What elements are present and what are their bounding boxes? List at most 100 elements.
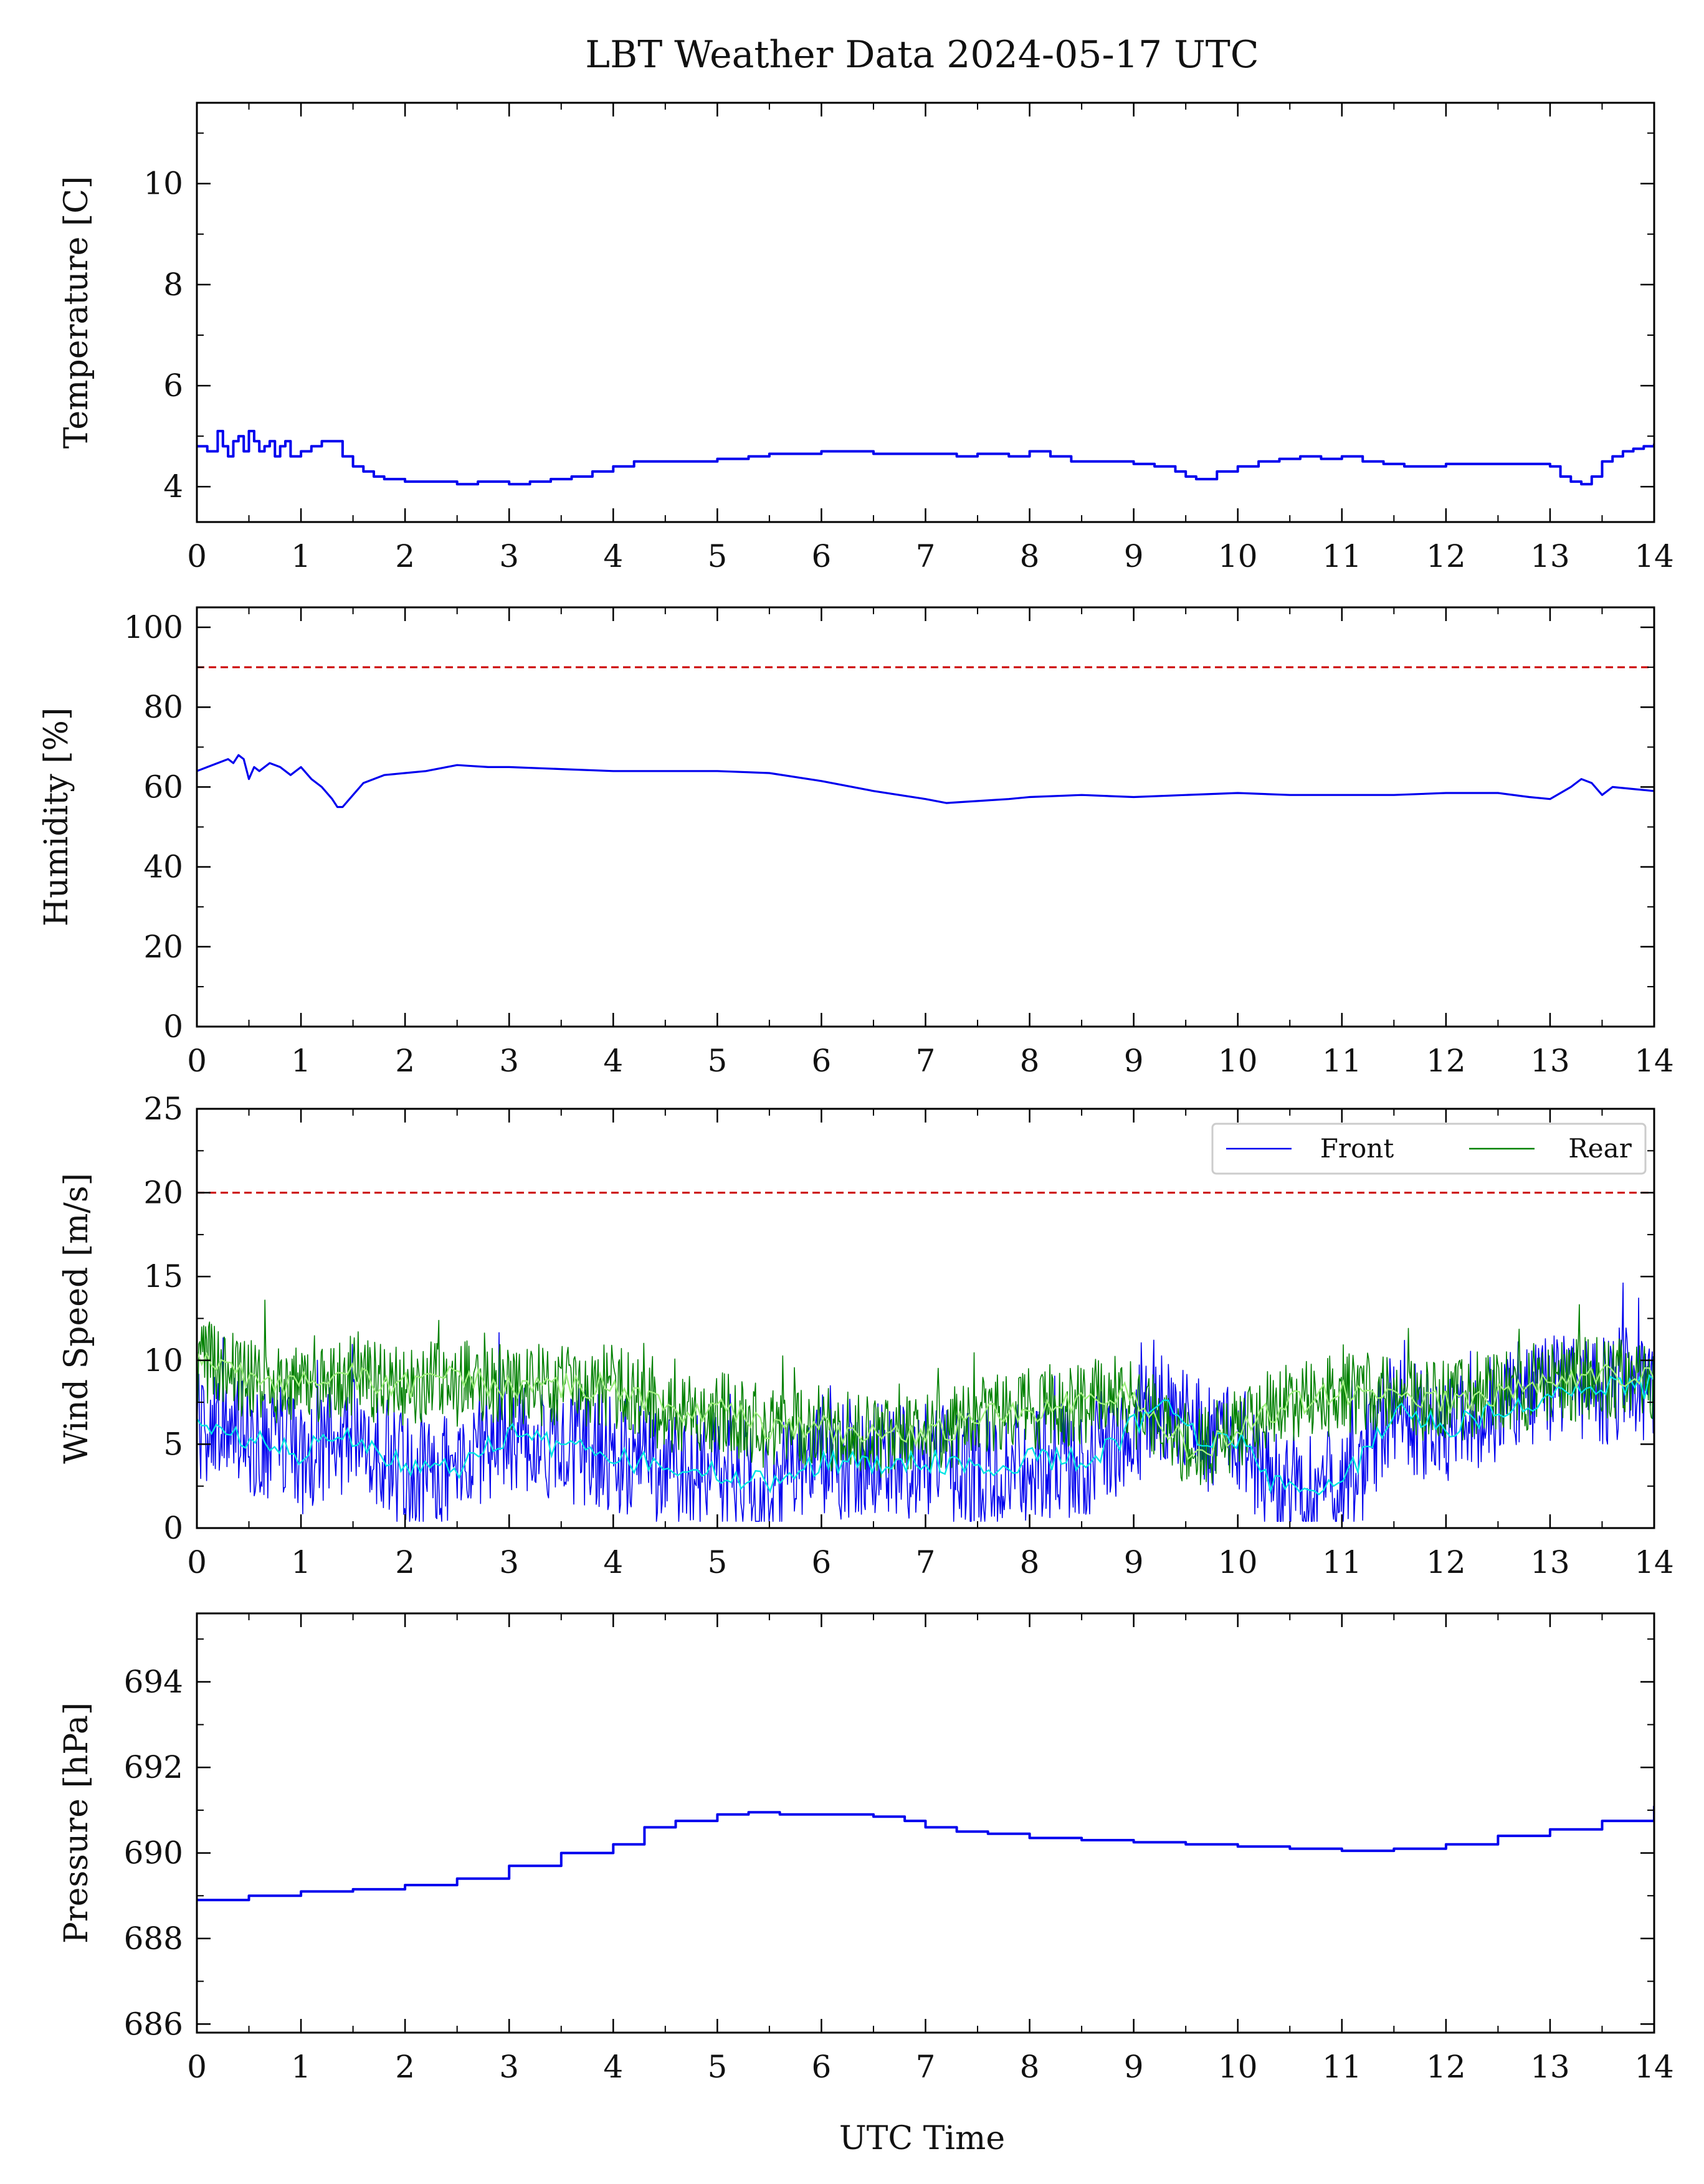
- figure-title: LBT Weather Data 2024-05-17 UTC: [585, 33, 1259, 77]
- x-tick-label: 3: [499, 1043, 519, 1079]
- plot-area: [197, 1192, 1654, 1522]
- x-tick-label: 4: [603, 2049, 623, 2085]
- x-tick-label: 12: [1426, 1544, 1466, 1580]
- x-tick-label: 10: [1218, 1544, 1258, 1580]
- x-axis-label: UTC Time: [839, 2120, 1005, 2157]
- legend-label-rear: Rear: [1568, 1133, 1632, 1164]
- y-tick-label: 10: [143, 1342, 183, 1379]
- y-axis-label: Temperature [C]: [58, 176, 95, 449]
- y-tick-label: 690: [124, 1835, 183, 1871]
- x-tick-label: 6: [812, 1544, 832, 1580]
- x-tick-label: 2: [395, 1043, 415, 1079]
- x-tick-label: 9: [1124, 1043, 1144, 1079]
- x-tick-label: 8: [1020, 1544, 1040, 1580]
- x-tick-label: 10: [1218, 2049, 1258, 2085]
- x-tick-label: 7: [916, 2049, 936, 2085]
- plot-area: [197, 666, 1654, 809]
- x-tick-label: 13: [1530, 538, 1570, 574]
- x-tick-label: 6: [812, 538, 832, 574]
- y-tick-label: 5: [163, 1426, 183, 1462]
- x-tick-label: 6: [812, 2049, 832, 2085]
- x-tick-label: 11: [1322, 1544, 1362, 1580]
- x-tick-label: 5: [707, 2049, 727, 2085]
- legend: Front Rear: [1211, 1123, 1647, 1175]
- x-tick-label: 12: [1426, 1043, 1466, 1079]
- x-tick-label: 12: [1426, 538, 1466, 574]
- x-tick-label: 12: [1426, 2049, 1466, 2085]
- y-tick-label: 0: [163, 1510, 183, 1546]
- x-tick-label: 8: [1020, 2049, 1040, 2085]
- x-tick-label: 3: [499, 1544, 519, 1580]
- y-tick-label: 6: [163, 368, 183, 404]
- rolling-mean-line: [197, 1374, 1654, 1496]
- x-tick-label: 1: [291, 538, 311, 574]
- x-tick-label: 11: [1322, 2049, 1362, 2085]
- x-tick-label: 14: [1634, 2049, 1674, 2085]
- x-tick-label: 5: [707, 1544, 727, 1580]
- x-tick-label: 0: [187, 538, 207, 574]
- x-tick-label: 2: [395, 2049, 415, 2085]
- plot-area: [197, 1806, 1654, 1902]
- y-tick-label: 15: [143, 1258, 183, 1294]
- y-tick-label: 60: [143, 769, 183, 805]
- y-tick-label: 100: [124, 609, 183, 645]
- x-tick-label: 4: [603, 1544, 623, 1580]
- x-tick-label: 14: [1634, 538, 1674, 574]
- series-line: [197, 430, 1654, 486]
- series-line: [197, 1806, 1654, 1902]
- x-tick-label: 13: [1530, 1544, 1570, 1580]
- rolling-mean-line: [197, 1351, 1654, 1461]
- x-tick-label: 4: [603, 1043, 623, 1079]
- series-line-front: [197, 1282, 1654, 1522]
- y-tick-label: 40: [143, 849, 183, 885]
- x-tick-label: 1: [291, 1043, 311, 1079]
- x-tick-label: 13: [1530, 1043, 1570, 1079]
- x-tick-label: 9: [1124, 1544, 1144, 1580]
- y-tick-label: 10: [143, 166, 183, 202]
- x-tick-label: 10: [1218, 538, 1258, 574]
- x-tick-label: 13: [1530, 2049, 1570, 2085]
- x-tick-label: 11: [1322, 538, 1362, 574]
- x-tick-label: 0: [187, 1043, 207, 1079]
- x-tick-label: 7: [916, 538, 936, 574]
- x-tick-label: 5: [707, 538, 727, 574]
- pressure-panel: 0 1 2 3 4 5 6 7 8 9 10 11 12 13 14686688690692694Press…: [58, 1612, 1674, 2085]
- x-tick-label: 7: [916, 1043, 936, 1079]
- x-tick-label: 1: [291, 2049, 311, 2085]
- x-tick-label: 5: [707, 1043, 727, 1079]
- x-tick-label: 0: [187, 2049, 207, 2085]
- y-tick-label: 0: [163, 1009, 183, 1045]
- y-axis-label: Humidity [%]: [38, 708, 75, 926]
- y-tick-label: 8: [163, 267, 183, 303]
- series-line: [197, 754, 1654, 809]
- y-tick-label: 688: [124, 1920, 183, 1957]
- y-axis-label: Pressure [hPa]: [58, 1702, 95, 1944]
- x-tick-label: 6: [812, 1043, 832, 1079]
- x-tick-label: 0: [187, 1544, 207, 1580]
- x-tick-label: 7: [916, 1544, 936, 1580]
- x-tick-label: 14: [1634, 1544, 1674, 1580]
- x-tick-label: 2: [395, 1544, 415, 1580]
- x-tick-label: 14: [1634, 1043, 1674, 1079]
- x-tick-label: 8: [1020, 1043, 1040, 1079]
- y-tick-label: 25: [143, 1091, 183, 1127]
- y-tick-label: 20: [143, 929, 183, 965]
- y-tick-label: 694: [124, 1664, 183, 1700]
- y-tick-label: 686: [124, 2006, 183, 2042]
- x-tick-label: 1: [291, 1544, 311, 1580]
- legend-label-front: Front: [1320, 1133, 1394, 1164]
- plot-area: [197, 430, 1654, 486]
- x-tick-label: 8: [1020, 538, 1040, 574]
- y-tick-label: 4: [163, 468, 183, 505]
- humidity-panel: 0 1 2 3 4 5 6 7 8 9 10 11 12 13 14020406080100Humidity…: [38, 606, 1674, 1079]
- x-tick-label: 3: [499, 2049, 519, 2085]
- x-tick-label: 11: [1322, 1043, 1362, 1079]
- y-axis-label: Wind Speed [m/s]: [58, 1173, 95, 1464]
- x-tick-label: 9: [1124, 2049, 1144, 2085]
- y-tick-label: 692: [124, 1749, 183, 1785]
- y-tick-label: 20: [143, 1175, 183, 1211]
